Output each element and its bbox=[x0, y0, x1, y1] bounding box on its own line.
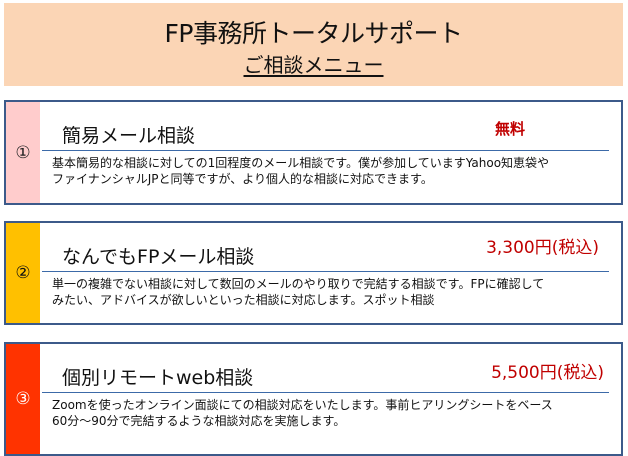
page-subtitle: ご相談メニュー bbox=[243, 53, 384, 77]
menu-heading-3: 個別リモートweb相談 bbox=[62, 367, 254, 389]
divider bbox=[42, 271, 609, 272]
menu-price-3: 5,500円(税込) bbox=[491, 363, 604, 383]
divider bbox=[42, 392, 609, 393]
menu-price-2: 3,300円(税込) bbox=[486, 238, 599, 258]
menu-number-3: ③ bbox=[6, 344, 40, 454]
menu-heading-1: 簡易メール相談 bbox=[62, 125, 196, 147]
page-header: FP事務所トータルサポート ご相談メニュー bbox=[4, 3, 623, 86]
menu-description-1: 基本簡易的な相談に対しての1回程度のメール相談です。僕が参加していますYahoo… bbox=[52, 155, 612, 187]
menu-number-1: ① bbox=[6, 102, 40, 203]
description-line: 基本簡易的な相談に対しての1回程度のメール相談です。僕が参加していますYahoo… bbox=[52, 156, 550, 170]
menu-card-2: ② なんでもFPメール相談 3,300円(税込) 単一の複雑でない相談に対して数… bbox=[4, 221, 623, 325]
description-line: みたい、アドバイスが欲しいといった相談に対応します。スポット相談 bbox=[52, 293, 435, 307]
description-line: 単一の複雑でない相談に対して数回のメールのやり取りで完結する相談です。FPに確認… bbox=[52, 277, 545, 291]
menu-card-1: ① 簡易メール相談 無料 基本簡易的な相談に対しての1回程度のメール相談です。僕… bbox=[4, 100, 623, 205]
description-line: 60分～90分で完結するような相談対応を実施します。 bbox=[52, 414, 346, 428]
menu-description-3: Zoomを使ったオンライン面談にての相談対応をいたします。事前ヒアリングシートを… bbox=[52, 397, 612, 429]
divider bbox=[42, 150, 609, 151]
menu-price-1: 無料 bbox=[494, 120, 525, 138]
menu-number-2: ② bbox=[6, 223, 40, 323]
menu-description-2: 単一の複雑でない相談に対して数回のメールのやり取りで完結する相談です。FPに確認… bbox=[52, 276, 612, 308]
menu-card-3: ③ 個別リモートweb相談 5,500円(税込) Zoomを使ったオンライン面談… bbox=[4, 342, 623, 456]
description-line: Zoomを使ったオンライン面談にての相談対応をいたします。事前ヒアリングシートを… bbox=[52, 398, 553, 412]
description-line: ファイナンシャルJPと同等ですが、より個人的な相談に対応できます。 bbox=[52, 172, 433, 186]
page-title: FP事務所トータルサポート bbox=[164, 19, 463, 48]
menu-heading-2: なんでもFPメール相談 bbox=[62, 246, 255, 268]
